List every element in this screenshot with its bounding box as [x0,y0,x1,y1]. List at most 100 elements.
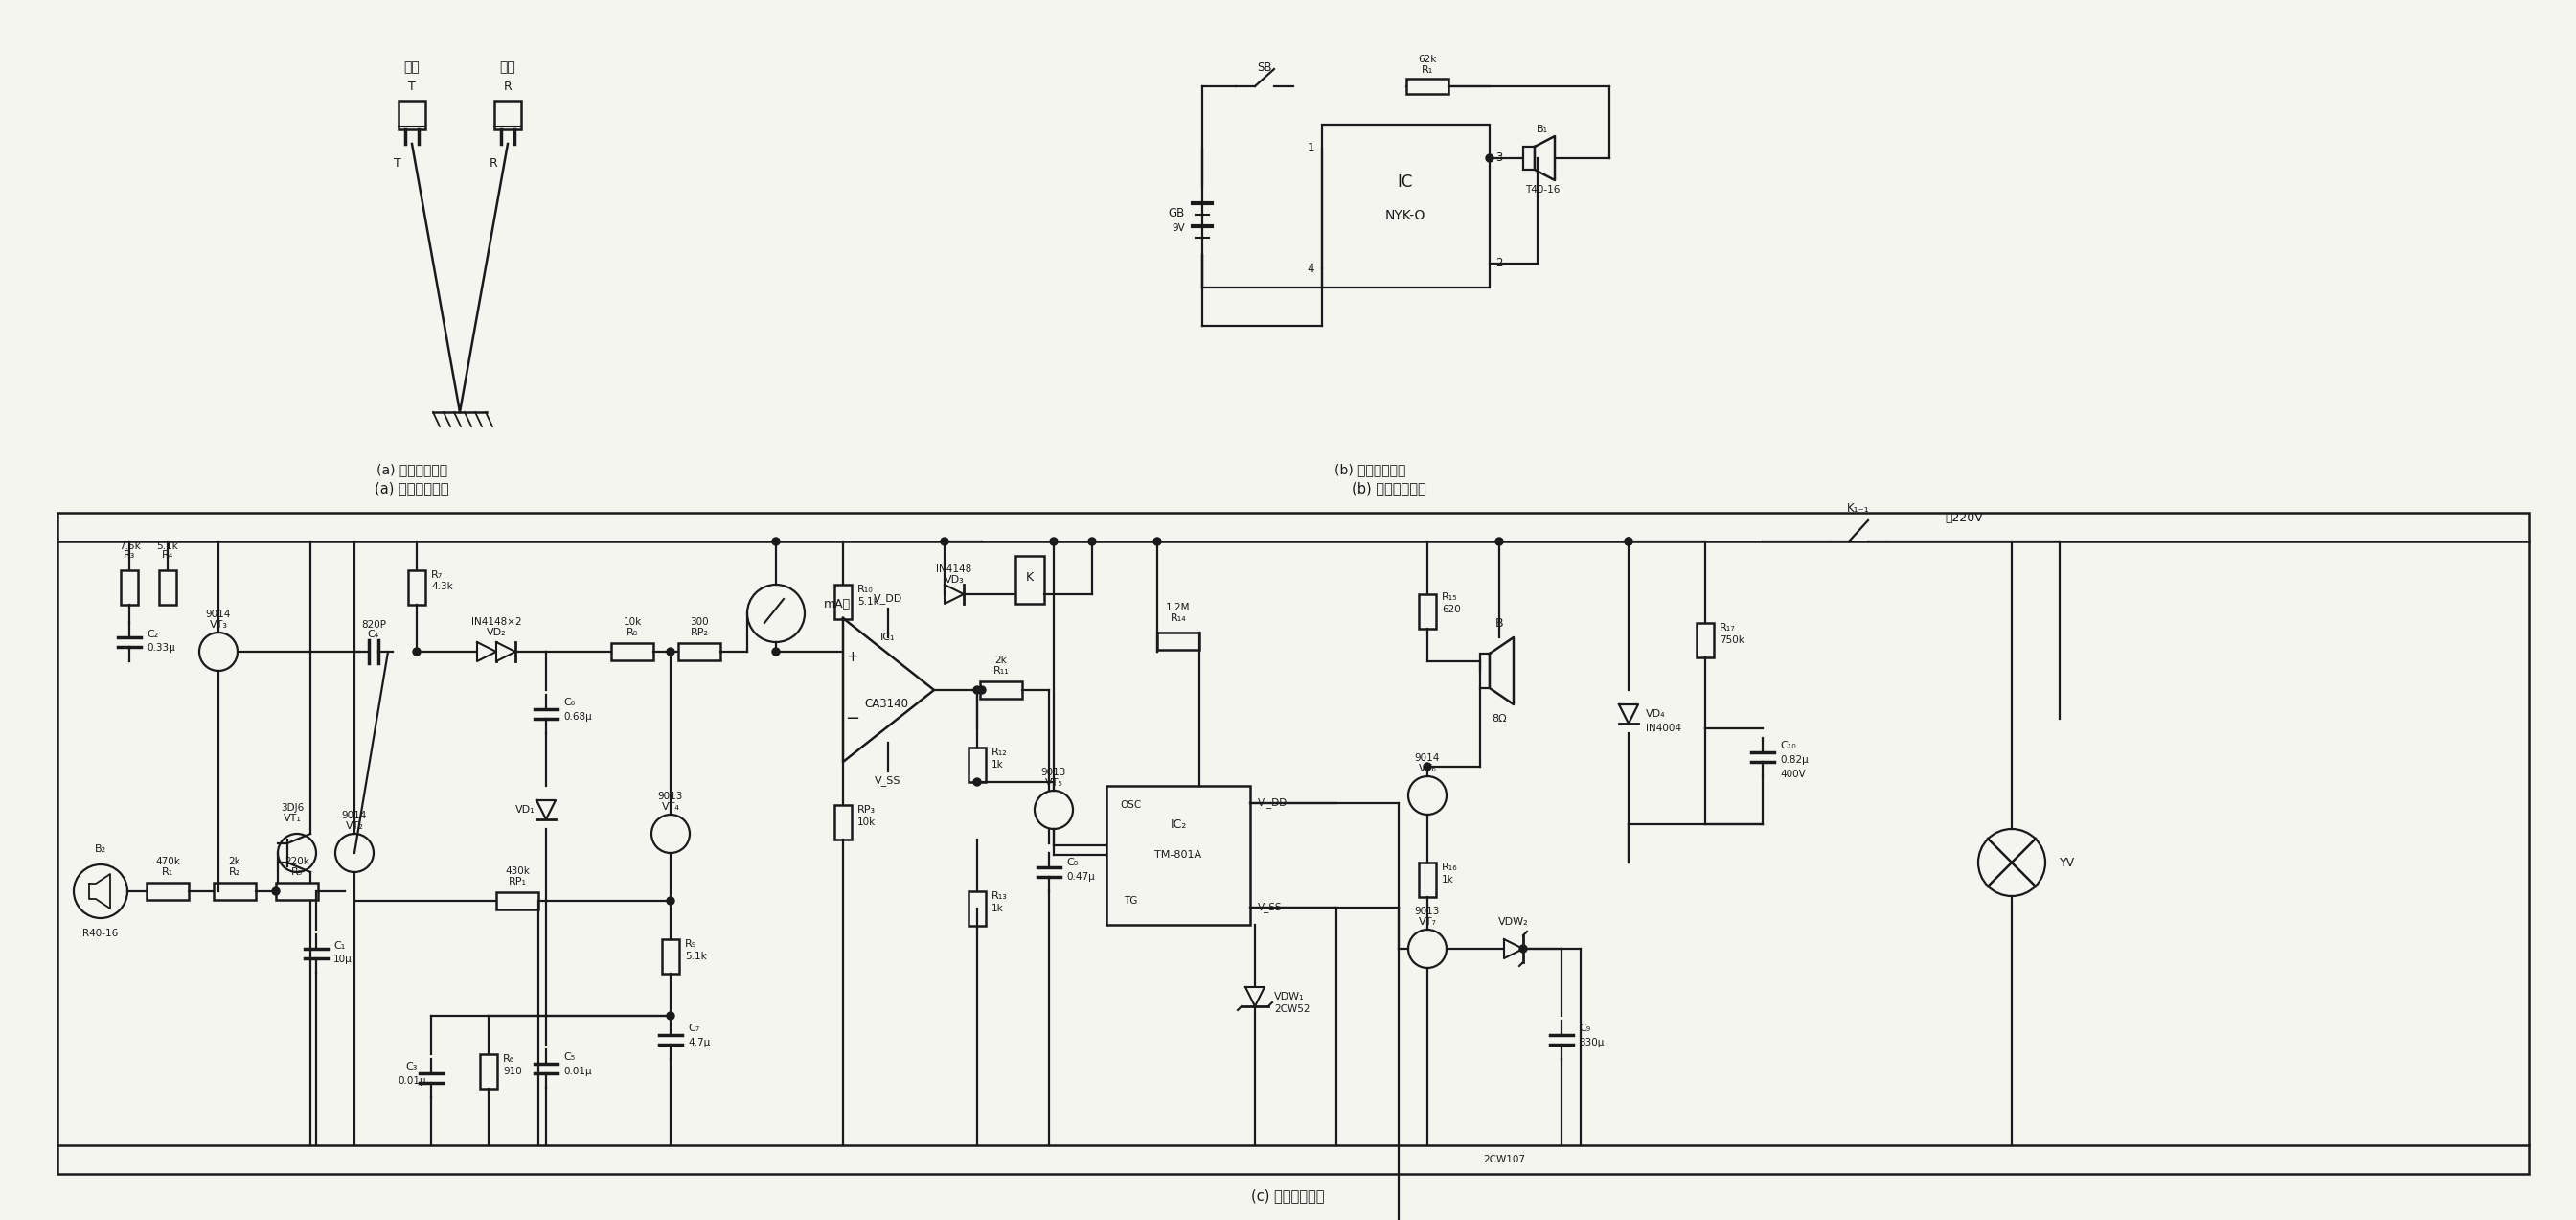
Text: 2: 2 [1497,257,1502,270]
Text: 4: 4 [1306,262,1314,274]
Text: R₁₀: R₁₀ [858,584,873,594]
Text: VD₁: VD₁ [515,805,536,815]
Text: IC₁: IC₁ [881,632,896,642]
Polygon shape [1489,637,1515,704]
Text: 9013: 9013 [1041,767,1066,777]
Text: 7.5k: 7.5k [118,542,139,551]
Bar [1419,594,1435,628]
Text: 470k: 470k [155,856,180,866]
Bar [1419,863,1435,897]
Text: R₁₅: R₁₅ [1443,592,1458,601]
Text: (c) 接收控制电路: (c) 接收控制电路 [1252,1188,1324,1203]
Text: VT₂: VT₂ [345,821,363,831]
Text: 620: 620 [1443,605,1461,615]
Text: (a) 分离式反射型: (a) 分离式反射型 [376,482,448,497]
Text: 4.7µ: 4.7µ [688,1038,711,1048]
Text: (a) 分离式反射型: (a) 分离式反射型 [376,462,448,476]
Text: R40-16: R40-16 [82,928,118,938]
Polygon shape [477,642,497,661]
Text: SB: SB [1257,61,1273,73]
Text: IN4148: IN4148 [935,565,971,575]
Text: C₁: C₁ [332,941,345,950]
Bar [969,748,987,782]
Polygon shape [90,874,111,909]
Text: (b) 超声波发射头: (b) 超声波发射头 [1352,482,1427,497]
Text: 10k: 10k [858,817,876,827]
Text: 接收: 接收 [500,60,515,73]
Text: C₅: C₅ [564,1053,574,1061]
Text: 1: 1 [1306,143,1314,155]
Text: R₂: R₂ [229,867,240,877]
Text: 430k: 430k [505,866,531,876]
Bar [214,882,255,900]
Bar [160,570,175,605]
Bar [1015,556,1043,604]
Text: 9014: 9014 [343,811,368,820]
Text: TM-801A: TM-801A [1154,850,1203,860]
Text: R: R [489,156,497,170]
Text: mA表: mA表 [824,598,850,610]
Bar [1481,654,1489,688]
Text: V'_DD: V'_DD [1257,798,1288,809]
Bar [1522,146,1535,170]
Text: C₄: C₄ [368,630,379,639]
Text: 220k: 220k [283,856,309,866]
Text: 2CW52: 2CW52 [1275,1004,1311,1014]
Text: IN4148×2: IN4148×2 [471,617,520,627]
Text: VT₅: VT₅ [1046,778,1064,788]
Bar [835,805,853,839]
Text: VT₆: VT₆ [1419,764,1437,773]
Text: OSC: OSC [1121,800,1141,810]
Circle shape [1978,828,2045,895]
Text: T40-16: T40-16 [1525,185,1558,194]
Circle shape [1520,946,1528,953]
Polygon shape [1244,987,1265,1006]
Text: (b) 超声波发射头: (b) 超声波发射头 [1334,462,1406,476]
Text: 10µ: 10µ [332,954,353,964]
Text: V_DD: V_DD [873,594,902,604]
Text: VD₂: VD₂ [487,628,505,637]
Circle shape [773,648,781,655]
Bar [399,100,425,129]
Text: C₈: C₈ [1066,858,1077,867]
Text: 9V: 9V [1172,223,1185,233]
Text: 1k: 1k [1443,875,1453,884]
Polygon shape [1504,939,1522,959]
Text: C₂: C₂ [147,630,157,639]
Text: VD₄: VD₄ [1646,709,1667,719]
Bar [495,100,520,129]
Text: R₆: R₆ [502,1054,515,1064]
Text: VT₄: VT₄ [662,803,680,811]
Bar [497,892,538,909]
Text: R₇: R₇ [430,570,443,579]
Text: 9014: 9014 [1414,753,1440,762]
Circle shape [667,1013,675,1020]
Text: 330µ: 330µ [1579,1038,1605,1048]
Text: R₁₃: R₁₃ [992,892,1007,900]
Text: 0.33µ: 0.33µ [147,643,175,653]
Text: R₃: R₃ [124,550,137,560]
Circle shape [75,865,126,919]
Text: 9013: 9013 [657,792,683,802]
Text: VT₃: VT₃ [209,620,227,630]
Text: 10k: 10k [623,617,641,627]
Bar [276,882,317,900]
Text: R₅: R₅ [291,867,304,877]
Text: B₂: B₂ [95,844,106,854]
Text: R₁₇: R₁₇ [1721,623,1736,632]
Text: VDW₂: VDW₂ [1499,917,1528,927]
Text: RP₁: RP₁ [507,877,526,887]
Text: R₁: R₁ [1422,65,1432,74]
Circle shape [1409,930,1448,967]
Bar [979,682,1023,699]
Text: 3DJ6: 3DJ6 [281,803,304,813]
Text: C₁₀: C₁₀ [1780,741,1795,750]
Polygon shape [945,584,963,604]
Text: 0.82µ: 0.82µ [1780,755,1808,765]
Bar [479,1054,497,1088]
Text: R₉: R₉ [685,939,696,949]
Circle shape [1497,538,1502,545]
Text: C₉: C₉ [1579,1024,1589,1033]
Circle shape [940,538,948,545]
Polygon shape [1535,137,1556,181]
